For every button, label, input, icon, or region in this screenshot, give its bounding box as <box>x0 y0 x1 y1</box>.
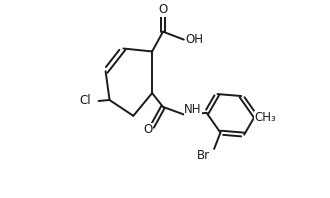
Text: NH: NH <box>184 103 202 116</box>
Text: O: O <box>158 3 168 16</box>
Text: OH: OH <box>185 33 203 46</box>
Text: O: O <box>144 123 153 136</box>
Text: Br: Br <box>197 149 210 162</box>
Text: CH₃: CH₃ <box>254 111 276 124</box>
Text: Cl: Cl <box>80 94 91 108</box>
